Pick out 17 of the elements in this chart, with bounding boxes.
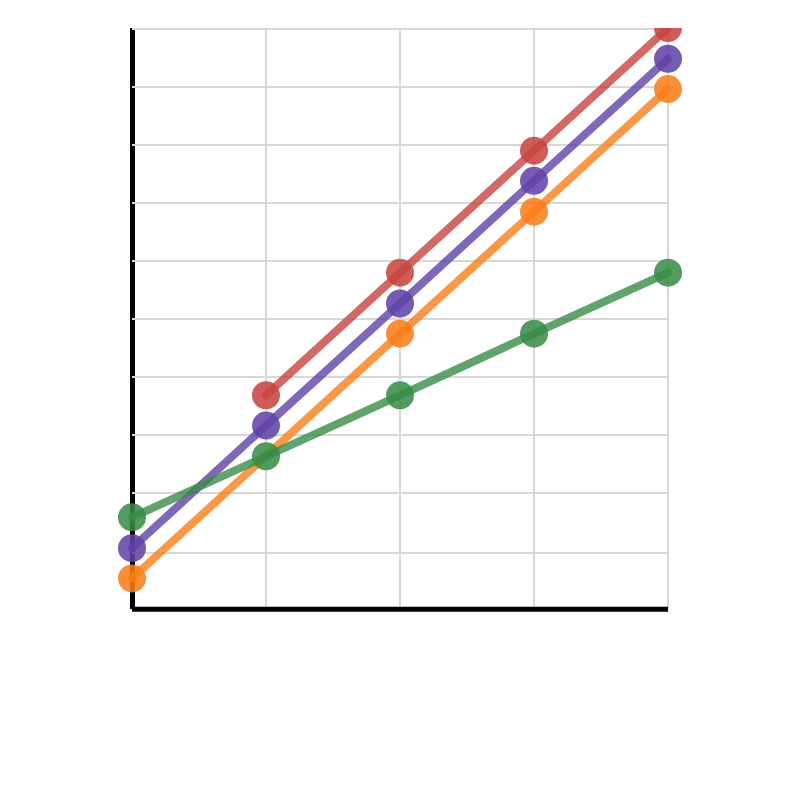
point (386, 381, 414, 410)
point (252, 381, 280, 410)
point (386, 319, 414, 348)
point (520, 197, 548, 226)
point (118, 503, 146, 532)
point (386, 258, 414, 287)
point (118, 564, 146, 593)
point (520, 136, 548, 165)
point (654, 258, 682, 287)
point (252, 411, 280, 440)
point (520, 166, 548, 195)
point (654, 44, 682, 73)
point (520, 319, 548, 348)
point (252, 442, 280, 471)
point (118, 534, 146, 563)
point (386, 289, 414, 318)
point (654, 75, 682, 104)
